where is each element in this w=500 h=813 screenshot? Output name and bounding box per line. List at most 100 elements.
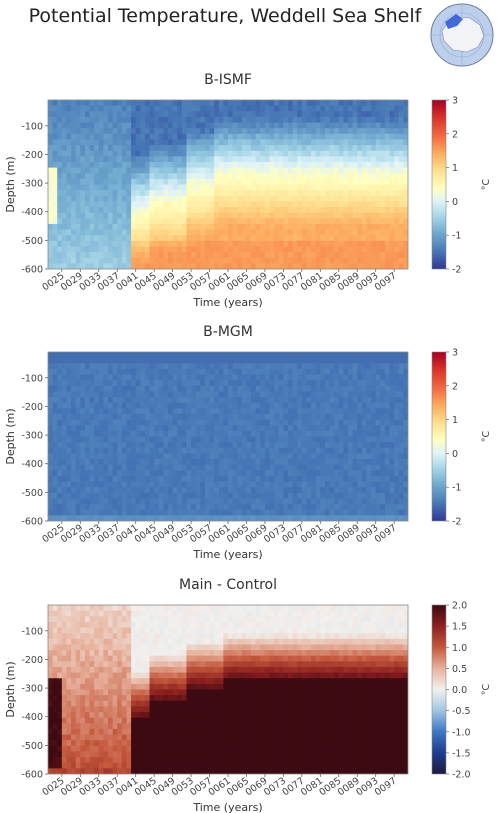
heatmap-cell [389, 246, 395, 253]
heatmap-cell [204, 425, 211, 432]
heatmap-cell [389, 252, 395, 259]
heatmap-cell [191, 408, 197, 415]
heatmap-cell [108, 190, 114, 197]
heatmap-cell [301, 195, 308, 202]
heatmap-cell [320, 453, 326, 460]
heatmap-cell [140, 475, 146, 483]
heatmap-cell [168, 408, 174, 415]
heatmap-cell [366, 235, 372, 242]
heatmap-cell [315, 447, 321, 454]
heatmap-cell [121, 402, 128, 409]
heatmap-cell [48, 683, 54, 691]
heatmap-cell [292, 184, 298, 191]
heatmap-cell [103, 252, 109, 259]
heatmap-cell [288, 139, 294, 146]
heatmap-cell [223, 229, 229, 236]
heatmap-cell [200, 391, 206, 398]
heatmap-cell [357, 509, 363, 516]
heatmap-cell [117, 363, 123, 370]
heatmap-cell [241, 111, 248, 118]
heatmap-cell [214, 223, 220, 231]
heatmap-cell [209, 150, 215, 157]
heatmap-cell [329, 229, 335, 236]
heatmap-cell [200, 385, 206, 393]
heatmap-cell [246, 442, 252, 449]
heatmap-cell [89, 504, 95, 511]
heatmap-cell [320, 430, 326, 438]
heatmap-cell [269, 425, 275, 432]
heatmap-cell [158, 190, 164, 197]
heatmap-cell [292, 374, 298, 381]
heatmap-cell [75, 504, 81, 511]
heatmap-cell [223, 184, 229, 191]
heatmap-cell [48, 368, 54, 376]
heatmap-cell [158, 380, 164, 387]
heatmap-cell [200, 368, 206, 376]
heatmap-cell [283, 492, 289, 500]
heatmap-cell [214, 413, 220, 421]
heatmap-cell [255, 139, 261, 146]
heatmap-cell [71, 100, 77, 107]
heatmap-cell [246, 105, 252, 112]
heatmap-cell [343, 218, 349, 225]
heatmap-cell [181, 218, 188, 225]
heatmap-cell [126, 515, 132, 521]
heatmap-cell [135, 150, 141, 157]
heatmap-cell [121, 481, 128, 488]
heatmap-cell [144, 498, 151, 505]
heatmap-cell [75, 368, 81, 376]
heatmap-cell [334, 122, 340, 129]
heatmap-cell [144, 357, 151, 364]
heatmap-cell [144, 263, 151, 269]
heatmap-cell [278, 100, 284, 107]
heatmap-cell [154, 498, 160, 505]
heatmap-cell [403, 374, 408, 381]
heatmap-cell [297, 139, 303, 146]
heatmap-cell [278, 111, 284, 118]
heatmap-cell [218, 212, 224, 219]
heatmap-cell [251, 223, 257, 231]
heatmap-cell [200, 116, 206, 124]
heatmap-cell [352, 184, 358, 191]
heatmap-cell [334, 481, 340, 488]
heatmap-cell [260, 470, 266, 477]
heatmap-cell [311, 178, 317, 186]
heatmap-cell [209, 229, 215, 236]
heatmap-cell [278, 419, 284, 426]
heatmap-cell [357, 263, 363, 269]
heatmap-cell [343, 173, 349, 180]
heatmap-cell [398, 105, 404, 112]
heatmap-cell [204, 442, 211, 449]
heatmap-cell [204, 487, 211, 494]
heatmap-cell [251, 212, 257, 219]
heatmap-cell [324, 442, 331, 449]
heatmap-cell [334, 368, 340, 376]
heatmap-cell [195, 391, 201, 398]
heatmap-cell [135, 453, 141, 460]
heatmap-cell [195, 357, 201, 364]
heatmap-cell [352, 252, 358, 259]
heatmap-cell [306, 207, 312, 214]
heatmap-cell [135, 218, 141, 225]
heatmap-cell [246, 139, 252, 146]
heatmap-cell [181, 145, 188, 152]
heatmap-cell [274, 442, 280, 449]
heatmap-cell [288, 447, 294, 454]
heatmap-cell [214, 133, 220, 141]
heatmap-cell [112, 229, 118, 236]
heatmap-cell [375, 487, 381, 494]
heatmap-cell [357, 167, 363, 174]
heatmap-cell [214, 475, 220, 483]
heatmap-cell [301, 139, 308, 146]
heatmap-cell [315, 470, 321, 477]
heatmap-cell [371, 105, 377, 112]
heatmap-cell [108, 161, 114, 169]
heatmap-cell [315, 122, 321, 129]
heatmap-cell [232, 374, 238, 381]
heatmap-cell [108, 470, 114, 477]
heatmap-cell [237, 498, 243, 505]
heatmap-cell [163, 487, 169, 494]
heatmap-cell [66, 706, 72, 713]
heatmap-cell [255, 229, 261, 236]
heatmap-cell [260, 436, 266, 443]
